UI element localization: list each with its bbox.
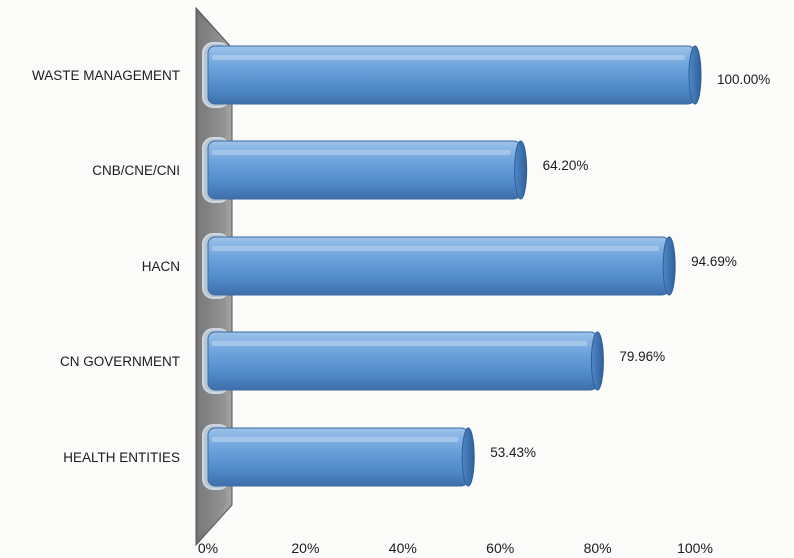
bar-end-cap <box>461 427 475 487</box>
bar <box>207 427 469 487</box>
category-label: HEALTH ENTITIES <box>63 450 180 465</box>
category-label: CNB/CNE/CNI <box>92 163 180 178</box>
bar-end-cap <box>590 331 604 391</box>
data-label: 100.00% <box>717 72 770 87</box>
data-label: 79.96% <box>619 349 665 364</box>
x-tick-label: 20% <box>291 540 319 556</box>
bar-highlight <box>212 150 511 155</box>
category-label: WASTE MANAGEMENT <box>32 68 180 83</box>
bar-highlight <box>212 341 588 346</box>
x-axis-ticks: 0% 20% 40% 60% 80% 100% <box>198 540 713 556</box>
x-tick-label: 60% <box>486 540 514 556</box>
x-tick-label: 0% <box>198 540 218 556</box>
data-label: 64.20% <box>543 158 589 173</box>
bar-highlight <box>212 246 660 251</box>
bar <box>207 45 696 105</box>
bar-end-cap <box>514 140 528 200</box>
data-label: 53.43% <box>490 445 536 460</box>
category-label: HACN <box>142 259 180 274</box>
bar-end-cap <box>662 236 676 296</box>
bar <box>207 331 598 391</box>
category-label: CN GOVERNMENT <box>60 354 180 369</box>
data-label: 94.69% <box>691 254 737 269</box>
labels: WASTE MANAGEMENT 100.00% CNB/CNE/CNI 64.20%… <box>32 68 770 465</box>
bar <box>207 140 522 200</box>
x-tick-label: 40% <box>389 540 417 556</box>
bars <box>202 42 702 490</box>
bar-end-cap <box>688 45 702 105</box>
bar-highlight <box>212 437 459 442</box>
bar <box>207 236 670 296</box>
x-tick-label: 100% <box>677 540 713 556</box>
bar-highlight <box>212 55 685 60</box>
x-tick-label: 80% <box>584 540 612 556</box>
